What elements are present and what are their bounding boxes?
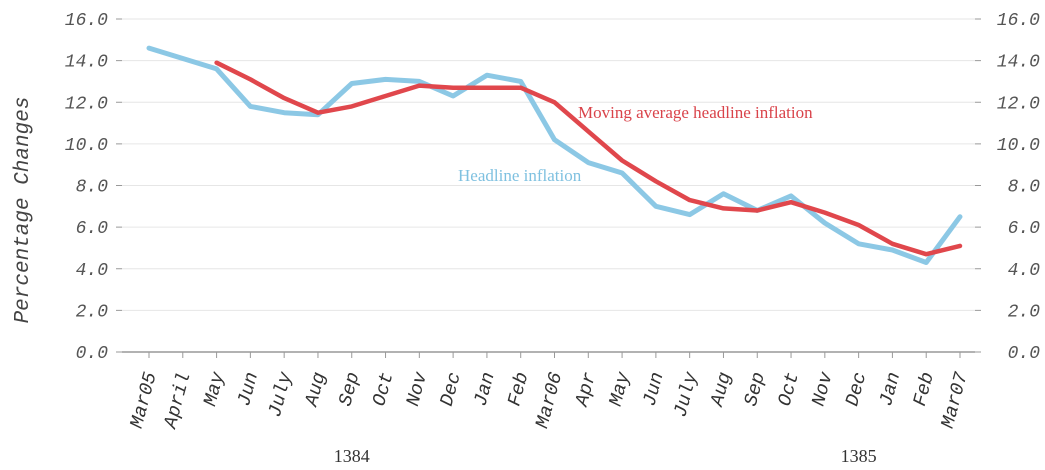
x-tick-label: Oct (368, 370, 398, 409)
x-tick-label: May (605, 369, 635, 408)
y-tick-label-right: 6.0 (1008, 219, 1041, 239)
y-tick-label-left: 10.0 (65, 136, 108, 156)
x-tick-label: Mar05 (126, 370, 162, 431)
y-tick-label-left: 12.0 (65, 94, 108, 114)
x-tick-label: Dec (436, 370, 466, 409)
y-tick-label-left: 4.0 (76, 261, 109, 281)
y-axis-right: 0.0 2.0 4.0 6.0 8.0 10.0 12.0 14.0 16.0 (975, 11, 1040, 364)
x-tick-label: Aug (706, 370, 736, 410)
x-tick-label: Dec (841, 370, 871, 409)
x-tick-label: Jan (470, 370, 500, 409)
y-tick-label-left: 14.0 (65, 53, 108, 73)
x-tick-label: Feb (909, 370, 939, 409)
x-tick-label: Aug (300, 370, 330, 410)
x-tick-label: July (669, 369, 702, 419)
year-labels: 1384 1385 (334, 446, 877, 466)
moving-average-annotation: Moving average headline inflation (578, 103, 813, 122)
y-tick-label-right: 12.0 (997, 94, 1040, 114)
x-tick-label: Jan (875, 370, 905, 409)
gridlines (122, 18, 975, 311)
y-axis-left: 0.0 2.0 4.0 6.0 8.0 10.0 12.0 14.0 16.0 (65, 11, 122, 364)
x-tick-label: Oct (774, 370, 804, 409)
x-tick-label: April (159, 370, 195, 432)
x-tick-label: Sep (740, 370, 770, 409)
x-tick-label: Mar06 (531, 370, 567, 431)
y-tick-label-left: 0.0 (76, 344, 109, 364)
x-tick-label: Apr (571, 370, 601, 410)
y-tick-label-left: 16.0 (65, 11, 108, 31)
x-tick-label: Jun (233, 370, 263, 409)
x-tick-label: Nov (808, 369, 838, 408)
series-layer (146, 45, 963, 265)
y-tick-label-right: 4.0 (1008, 261, 1041, 281)
y-tick-label-left: 6.0 (76, 219, 109, 239)
x-tick-label: Feb (503, 370, 533, 409)
y-tick-label-right: 2.0 (1008, 302, 1041, 322)
x-tick-label: July (264, 369, 297, 419)
x-tick-label: Mar07 (937, 369, 973, 430)
y-tick-label-right: 16.0 (997, 11, 1040, 31)
x-tick-label: Jun (639, 370, 669, 409)
y-tick-label-right: 8.0 (1008, 178, 1041, 198)
y-tick-label-right: 10.0 (997, 136, 1040, 156)
x-tick-label: Sep (334, 370, 364, 409)
headline-inflation-annotation: Headline inflation (458, 166, 582, 185)
y-tick-label-right: 0.0 (1008, 344, 1041, 364)
y-tick-label-right: 14.0 (997, 53, 1040, 73)
x-tick-label: Nov (402, 369, 432, 408)
year-label: 1384 (334, 446, 370, 466)
moving-average-line (214, 60, 963, 257)
headline-inflation-line (146, 45, 963, 265)
y-tick-label-left: 8.0 (76, 178, 109, 198)
x-tick-label: May (199, 369, 229, 408)
y-axis-title: Percentage Changes (12, 97, 35, 324)
year-label: 1385 (841, 446, 877, 466)
y-tick-label-left: 2.0 (76, 302, 109, 322)
